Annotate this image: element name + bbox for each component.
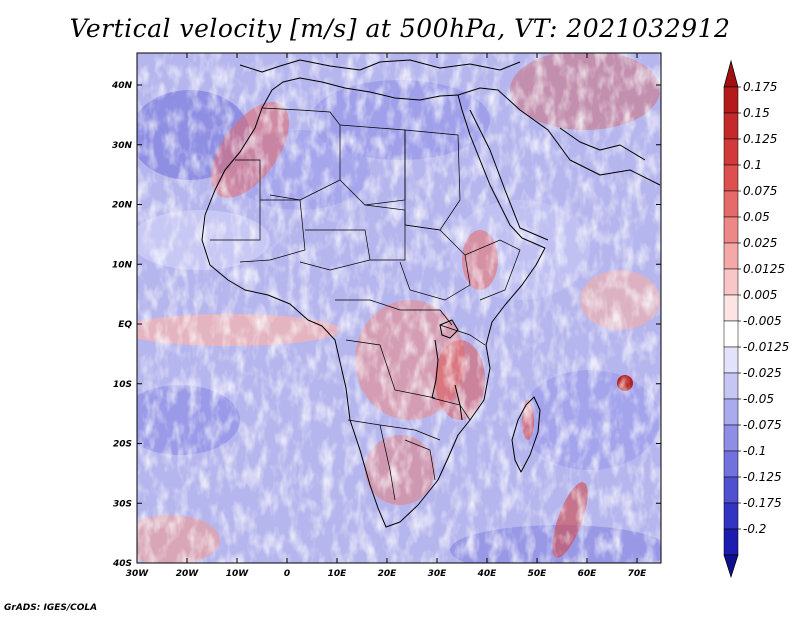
colorbar-swatch xyxy=(723,528,739,556)
colorbar-label: -0.025 xyxy=(743,366,782,380)
colorbar-label: 0.125 xyxy=(743,132,777,146)
colorbar-label: 0.075 xyxy=(743,184,777,198)
colorbar-label: 0.05 xyxy=(743,210,770,224)
colorbar-swatch xyxy=(723,112,739,140)
colorbar-swatch xyxy=(723,398,739,426)
colorbar-top-arrow xyxy=(723,59,739,88)
colorbar-label: 0.15 xyxy=(743,106,770,120)
colorbar-label: 0.1 xyxy=(743,158,762,172)
lat-label: EQ xyxy=(118,320,132,330)
lon-label: 40E xyxy=(477,569,498,579)
lat-label: 40S xyxy=(112,559,132,569)
madagascar xyxy=(511,396,541,473)
colorbar-swatch xyxy=(723,450,739,478)
velocity-field xyxy=(137,53,661,563)
plot-frame xyxy=(136,52,662,564)
colorbar-swatch xyxy=(723,242,739,270)
lat-label: 20S xyxy=(113,440,132,450)
arabia-coast xyxy=(457,87,661,186)
lon-label: 50E xyxy=(528,569,548,579)
lat-label: 10N xyxy=(112,260,133,270)
lat-label: 30S xyxy=(113,499,132,509)
persian-gulf xyxy=(559,127,646,161)
colorbar-label: -0.2 xyxy=(743,522,766,536)
lon-label: 10W xyxy=(226,569,250,579)
lon-label: 0 xyxy=(284,569,290,579)
coastlines xyxy=(201,59,661,528)
lake-tanganyika xyxy=(431,339,439,399)
africa-coastline xyxy=(201,77,546,528)
colorbar-swatch xyxy=(723,164,739,192)
colorbar-swatch xyxy=(723,476,739,504)
colorbar-swatch xyxy=(723,320,739,348)
colorbar-bottom-arrow xyxy=(723,554,739,579)
lon-label: 10E xyxy=(328,569,348,579)
colorbar-swatch xyxy=(723,502,739,530)
colorbar-label: 0.175 xyxy=(743,80,777,94)
colorbar-swatch xyxy=(723,216,739,244)
colorbar-swatch xyxy=(723,86,739,114)
lon-label: 60E xyxy=(578,569,598,579)
colorbar-label: -0.0125 xyxy=(743,340,789,354)
lon-label: 30W xyxy=(126,569,150,579)
colorbar-swatch xyxy=(723,424,739,452)
colorbar-label: 0.025 xyxy=(743,236,777,250)
colorbar-label: 0.005 xyxy=(743,288,777,302)
colorbar-label: -0.1 xyxy=(743,444,766,458)
longitude-axis: 30W 20W 10W 0 10E 20E 30E 40E 50E 60E 70E xyxy=(126,53,647,579)
red-sea-east-coast xyxy=(469,109,549,241)
lake-victoria xyxy=(439,319,459,339)
colorbar-label: -0.075 xyxy=(743,418,782,432)
country-borders xyxy=(210,107,521,501)
lat-label: 20N xyxy=(112,201,133,211)
colorbar-swatch xyxy=(723,268,739,296)
lat-label: 30N xyxy=(112,141,133,151)
latitude-axis: 40N 30N 20N 10N EQ 10S 20S 30S 40S xyxy=(111,81,661,569)
colorbar-swatch xyxy=(723,138,739,166)
lon-label: 20E xyxy=(378,569,398,579)
lon-label: 70E xyxy=(628,569,648,579)
colorbar-label: 0.0125 xyxy=(743,262,785,276)
colorbar-label: -0.005 xyxy=(743,314,782,328)
europe-coast xyxy=(239,59,521,73)
grads-credit: GrADS: IGES/COLA xyxy=(4,603,98,613)
colorbar-swatch xyxy=(723,294,739,322)
lon-label: 20W xyxy=(176,569,200,579)
map-title: Vertical velocity [m/s] at 500hPa, VT: 2… xyxy=(69,14,731,43)
colorbar-swatch xyxy=(723,190,739,218)
colorbar-label: -0.175 xyxy=(743,496,782,510)
colorbar: 0.175 0.15 0.125 0.1 0.075 0.05 0.025 0.0125 0.0… xyxy=(723,59,789,579)
lon-label: 30E xyxy=(428,569,448,579)
lat-label: 10S xyxy=(113,380,132,390)
lat-label: 40N xyxy=(111,81,133,91)
colorbar-swatch xyxy=(723,372,739,400)
colorbar-label: -0.125 xyxy=(743,470,782,484)
colorbar-label: -0.05 xyxy=(743,392,774,406)
colorbar-swatch xyxy=(723,346,739,374)
